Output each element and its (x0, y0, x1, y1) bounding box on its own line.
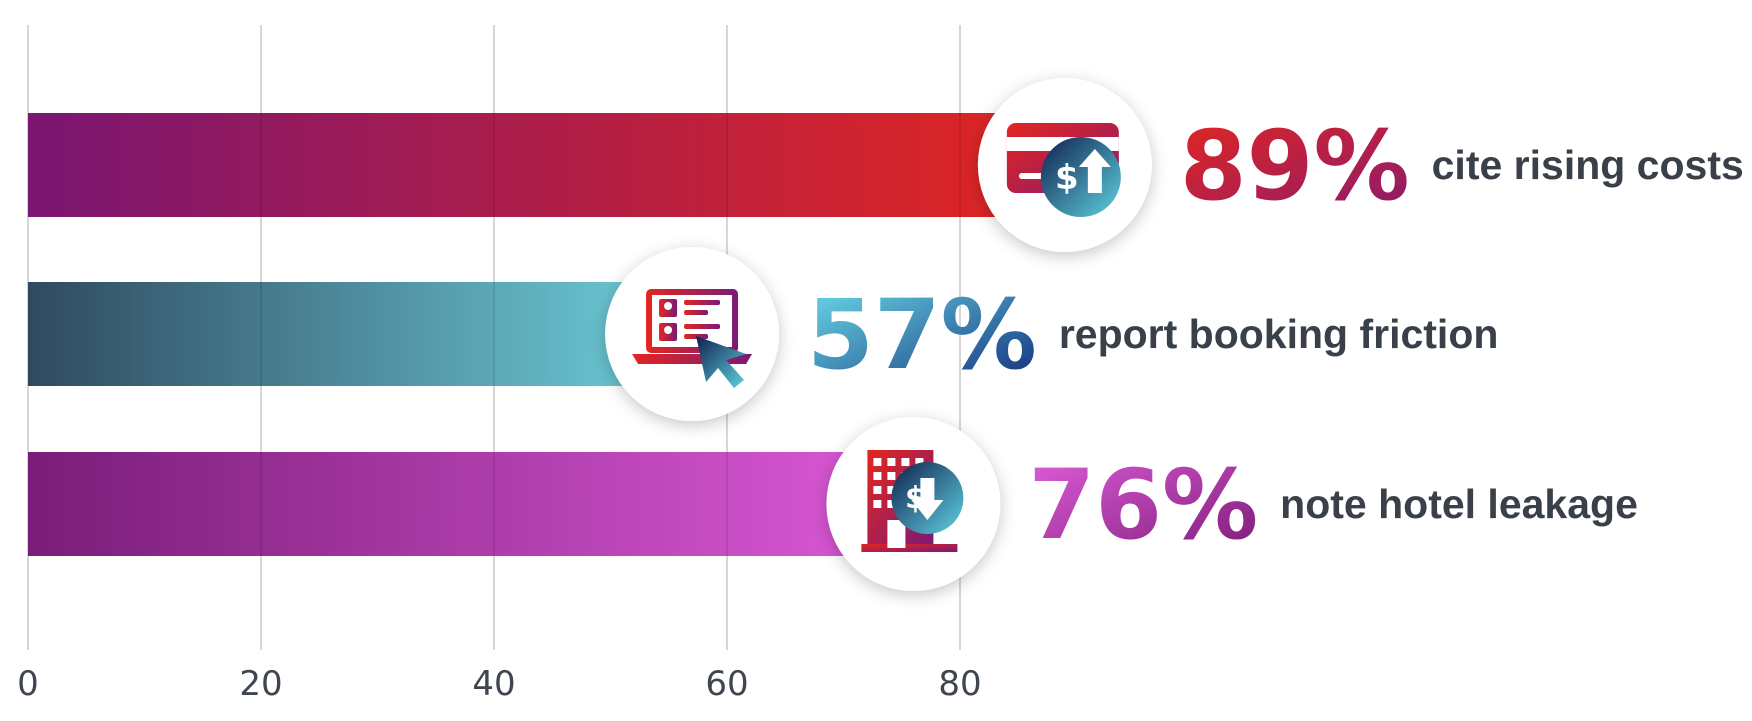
credit-card-price-up-icon: $ (1006, 123, 1121, 217)
bar (28, 282, 693, 386)
x-tick-label: 0 (17, 664, 39, 704)
icon-layer: $$ (605, 78, 1152, 591)
svg-text:$: $ (1055, 158, 1079, 198)
laptop-booking-cursor-icon (632, 289, 753, 388)
hotel-price-down-icon: $ (861, 450, 964, 552)
value-label: 76% (1028, 449, 1258, 561)
bar (28, 452, 914, 556)
category-label: report booking friction (1059, 311, 1499, 357)
value-label: 89% (1180, 110, 1410, 222)
x-tick-label: 40 (472, 664, 515, 704)
bar (28, 113, 1065, 217)
label-layer: 89% cite rising costs 57% report booking fr… (807, 110, 1744, 561)
x-tick-label: 60 (705, 664, 748, 704)
category-label: cite rising costs (1432, 142, 1744, 188)
x-tick-label: 20 (239, 664, 282, 704)
x-tick-label: 80 (938, 664, 981, 704)
category-label: note hotel leakage (1280, 481, 1638, 527)
value-label: 57% (807, 279, 1037, 391)
x-axis-ticks: 0 20 40 60 80 (17, 664, 981, 704)
bar-layer (28, 113, 1065, 556)
